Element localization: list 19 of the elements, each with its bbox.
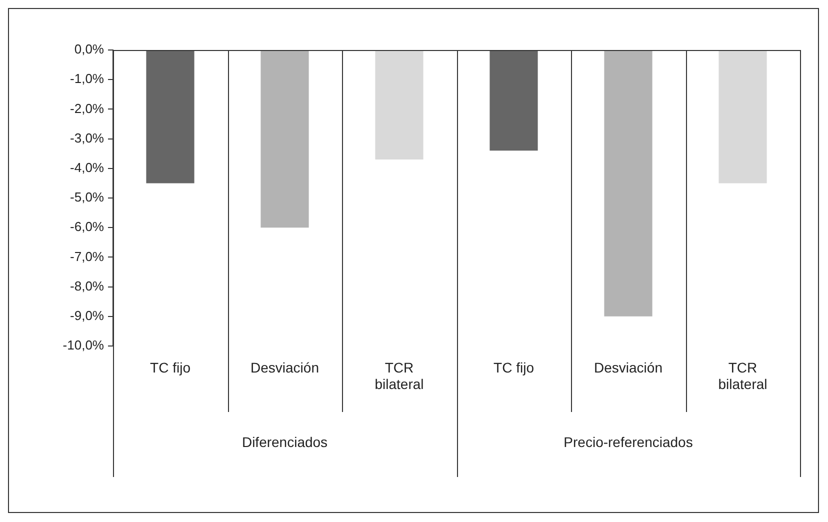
y-tick-label: -5,0% (70, 190, 104, 205)
x-tick-label: TCR bilateral (374, 359, 424, 392)
text: Precio-referenciados (564, 434, 693, 450)
y-tick-label: -1,0% (70, 71, 104, 86)
y-tick-label: -8,0% (70, 278, 104, 294)
x-tick-label: TC fijo (494, 359, 534, 376)
y-tick-label: -7,0% (70, 248, 104, 264)
y-tick-label: -4,0% (70, 160, 104, 175)
y-tick-label: -3,0% (70, 130, 104, 146)
x-tick-label: TCR bilateral (718, 359, 768, 392)
x-tick-label: Desviación (250, 359, 319, 376)
text: Diferenciados (242, 434, 328, 450)
y-tick-label: -10,0% (62, 338, 104, 353)
y-tick-label: 0,0% (74, 42, 104, 57)
y-tick-label: -9,0% (70, 308, 104, 323)
y-tick-label: -6,0% (70, 219, 104, 234)
x-tick-label: Desviación (594, 359, 662, 376)
y-tick-label: -2,0% (70, 100, 104, 116)
x-tick-label: TC fijo (150, 359, 191, 376)
